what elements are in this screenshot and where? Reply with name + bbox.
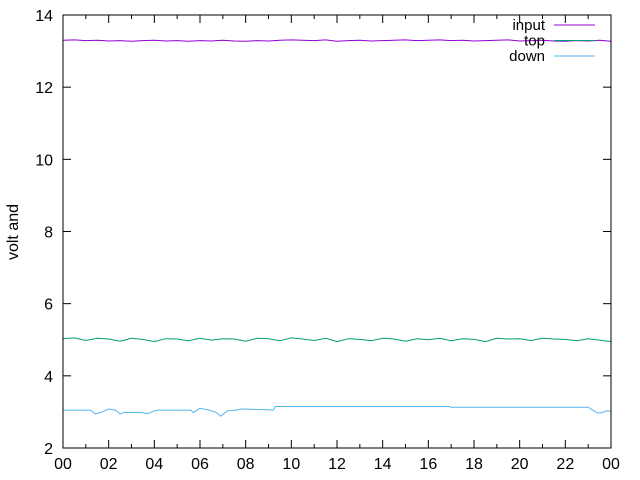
x-tick-label: 00 [602, 456, 620, 473]
axes-layer: 2 4 6 8 10 12 14 00 02 04 06 08 10 12 14 16 18 20 22 00 [35, 8, 620, 473]
x-tick-label: 00 [54, 456, 72, 473]
series-layer [62, 39, 612, 417]
x-tick-label: 04 [145, 456, 163, 473]
plot-border [62, 14, 612, 449]
series-line-top [62, 337, 612, 343]
x-tick-label: 14 [374, 456, 392, 473]
y-tick-label: 10 [35, 152, 53, 169]
series-line-down [63, 406, 612, 417]
x-tick-label: 20 [511, 456, 529, 473]
y-tick-label: 4 [44, 369, 53, 386]
y-tick-label: 8 [44, 225, 53, 242]
legend-label-down: down [509, 48, 545, 65]
y-axis-label: volt and [5, 204, 22, 260]
legend-label-input: input [512, 17, 545, 34]
x-tick-label: 16 [419, 456, 437, 473]
x-tick-label: 18 [465, 456, 483, 473]
series-line-input [62, 39, 612, 42]
x-tick-label: 02 [100, 456, 118, 473]
y-tick-label: 2 [44, 441, 53, 458]
y-tick-label: 6 [44, 297, 53, 314]
legend-label-top: top [524, 33, 545, 50]
x-tick-label: 12 [328, 456, 346, 473]
y-tick-label: 12 [35, 80, 53, 97]
x-tick-label: 08 [237, 456, 255, 473]
y-tick-label: 14 [35, 8, 53, 25]
x-tick-label: 10 [282, 456, 300, 473]
x-tick-label: 06 [191, 456, 209, 473]
x-tick-label: 22 [556, 456, 574, 473]
